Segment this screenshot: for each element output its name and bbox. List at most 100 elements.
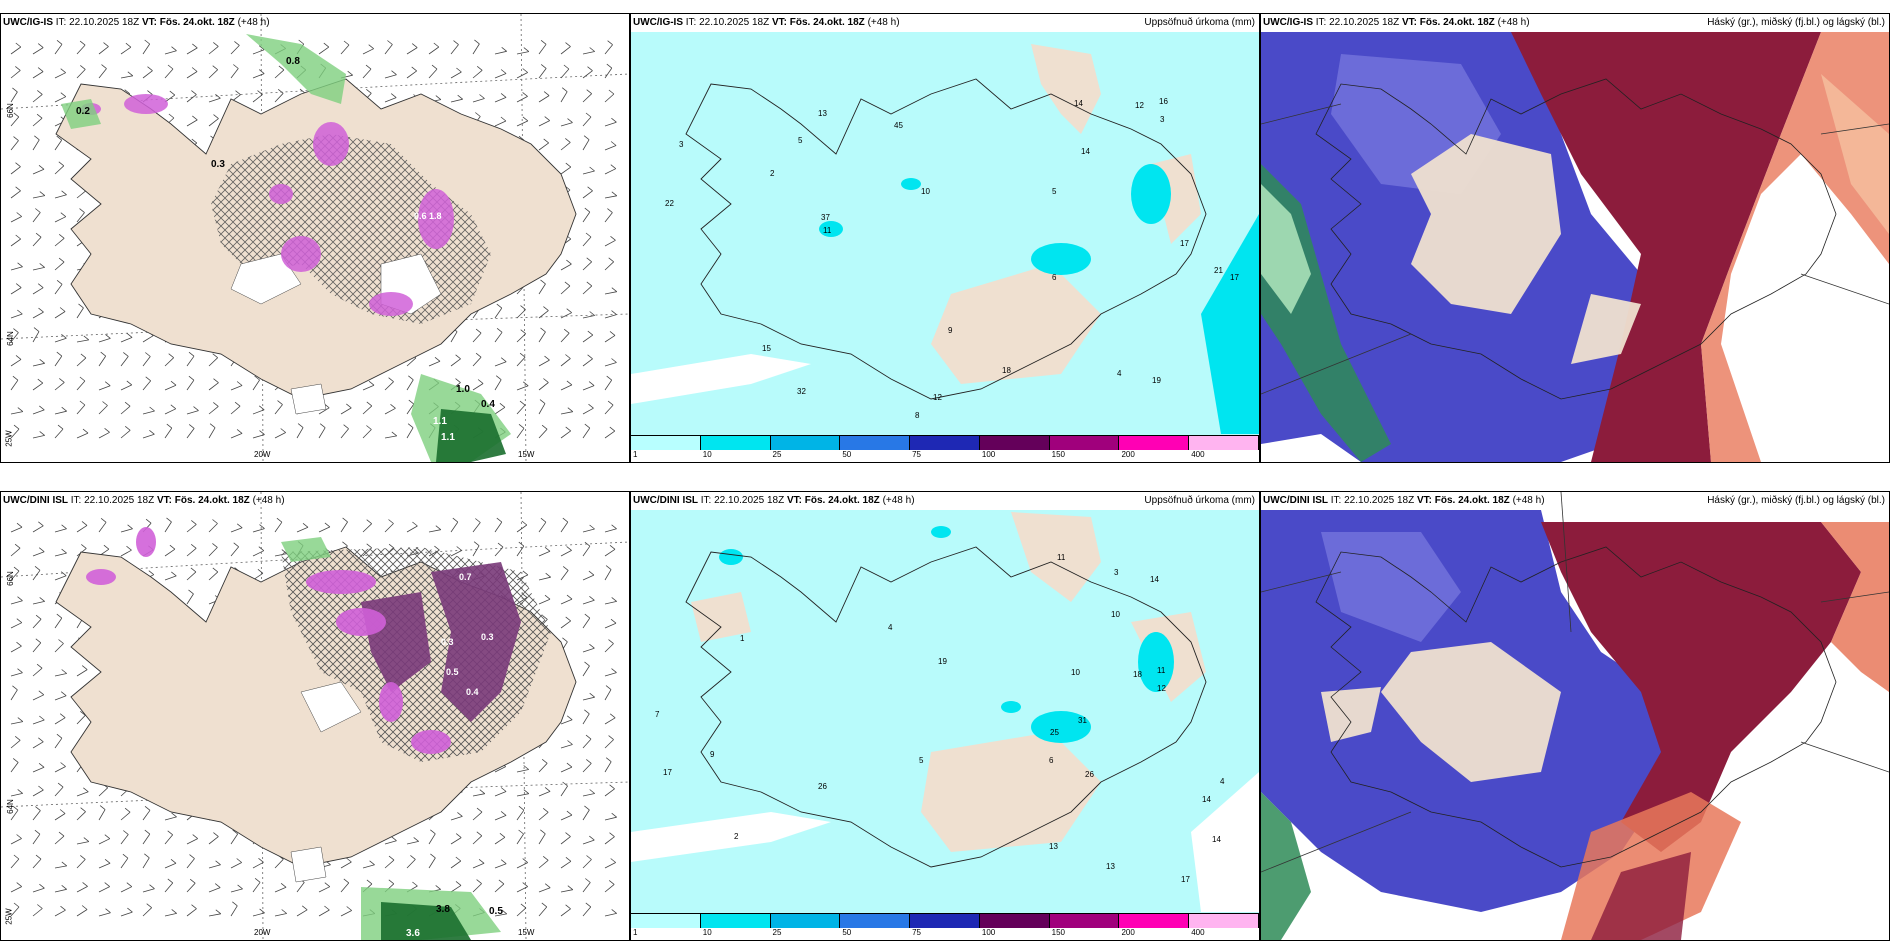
precip-value: 37	[821, 213, 830, 222]
wind-barb	[98, 385, 111, 391]
wind-barb-flag	[324, 522, 331, 528]
wind-barb	[186, 908, 197, 917]
wind-barb-flag	[566, 308, 572, 314]
wind-barb	[472, 522, 481, 533]
precip-value: 7	[655, 710, 660, 719]
lead-time: (+48 h)	[1497, 17, 1530, 28]
wind-barb-flag	[192, 43, 198, 49]
init-time: 22.10.2025 18Z	[1344, 495, 1415, 506]
wind-barb	[54, 355, 63, 367]
wind-barb	[582, 51, 595, 55]
wind-barb-flag	[212, 519, 218, 524]
wind-barb-flag	[39, 883, 45, 889]
wind-barb-flag	[301, 905, 308, 911]
wind-barb	[164, 882, 174, 893]
wind-barb	[164, 816, 177, 821]
wind-barb	[76, 715, 86, 725]
wind-barb-flag	[588, 570, 595, 576]
value-label: 0.2	[76, 106, 90, 117]
wind-barb-flag	[190, 567, 197, 573]
wind-barb-flag	[127, 71, 134, 77]
wind-barb-flag	[388, 879, 395, 885]
wind-barb-flag	[500, 357, 507, 363]
wind-barb	[494, 379, 502, 391]
wind-barb	[10, 645, 22, 653]
wind-barb-flag	[38, 307, 44, 313]
wind-barb-flag	[189, 854, 195, 859]
wind-barb	[604, 862, 616, 869]
value-label: 3.8	[436, 904, 450, 915]
wind-barb-flag	[188, 351, 195, 357]
wind-barb	[208, 406, 219, 415]
wind-barb-flag	[520, 305, 526, 310]
wind-barb	[604, 67, 613, 79]
colorbar-tick-label: 10	[702, 450, 712, 459]
wind-barb-flag	[61, 524, 67, 530]
precip-value: 16	[1159, 97, 1168, 106]
wind-barb-flag	[563, 64, 570, 70]
wind-barb-flag	[60, 68, 66, 74]
wind-barb-flag	[475, 328, 482, 334]
wind-barb	[582, 859, 592, 869]
wind-barb	[208, 427, 216, 439]
wind-barb-flag	[148, 570, 155, 576]
wind-barb-flag	[80, 807, 86, 813]
wind-barb	[318, 407, 330, 415]
wind-barb	[98, 838, 110, 845]
wind-barb-flag	[495, 375, 502, 381]
wind-barb	[230, 68, 239, 79]
wind-barb-flag	[61, 884, 67, 890]
wind-barb-flag	[435, 95, 442, 100]
wind-barb	[604, 816, 617, 821]
precip-value: 18	[1133, 670, 1142, 679]
wind-barb	[450, 71, 462, 79]
wind-barb	[516, 385, 529, 391]
wind-barb	[32, 267, 45, 271]
panel-title: UWC/DINI ISL IT: 22.10.2025 18Z VT: Fös.…	[3, 495, 285, 506]
wind-barb-flag	[391, 431, 398, 437]
wind-barb-flag	[209, 423, 216, 429]
wind-barb-flag	[474, 39, 480, 45]
wind-barb-flag	[15, 283, 22, 288]
wind-barb-flag	[519, 352, 526, 358]
wind-barb	[538, 521, 547, 533]
wind-barb-flag	[567, 885, 574, 891]
wind-barb	[32, 212, 41, 223]
wind-barb	[98, 68, 107, 79]
wind-barb	[538, 142, 549, 151]
wind-barb-flag	[407, 423, 414, 429]
wind-barb-flag	[235, 90, 241, 96]
wind-barb	[582, 315, 595, 319]
wind-barb	[10, 838, 22, 845]
wind-barb-flag	[80, 65, 86, 70]
valid-time: VT: Fös. 24.okt. 18Z	[156, 495, 250, 506]
wind-barb	[538, 906, 548, 917]
wind-barb-flag	[500, 116, 507, 122]
wind-barb-flag	[476, 65, 483, 71]
wind-barb-flag	[169, 90, 176, 96]
wind-barb-flag	[496, 517, 503, 523]
wind-barb-flag	[61, 861, 68, 867]
wind-barb-flag	[473, 541, 480, 547]
wind-barb	[76, 886, 88, 893]
wind-barb-flag	[522, 116, 529, 122]
wind-barb-flag	[61, 548, 67, 554]
wind-barb	[10, 70, 21, 79]
wind-barb-flag	[58, 161, 65, 167]
wind-barb	[164, 427, 173, 439]
wind-barb-flag	[518, 805, 525, 811]
wind-barb-flag	[38, 785, 44, 791]
wind-barb-flag	[302, 522, 309, 528]
lon-label-25: 25W	[4, 908, 14, 925]
wind-barb	[450, 885, 462, 893]
wind-barb-flag	[188, 424, 195, 429]
wind-barb-flag	[567, 118, 573, 123]
wind-barb-flag	[35, 854, 42, 860]
precip-value: 17	[1181, 875, 1190, 884]
wind-barb	[472, 383, 484, 391]
colorbar-tick-label: 400	[1191, 928, 1205, 937]
wind-barb	[32, 409, 45, 415]
wind-barb	[340, 521, 348, 533]
wind-barb	[10, 140, 19, 151]
